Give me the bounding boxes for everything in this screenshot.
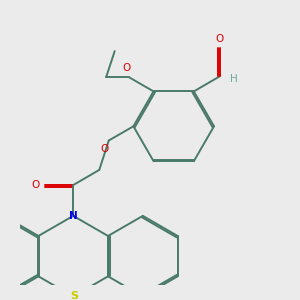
Text: O: O <box>122 63 131 74</box>
Text: O: O <box>32 180 40 190</box>
Text: S: S <box>70 291 78 300</box>
Text: N: N <box>69 211 78 221</box>
Text: O: O <box>216 34 224 44</box>
Text: H: H <box>230 74 238 84</box>
Text: O: O <box>101 144 109 154</box>
